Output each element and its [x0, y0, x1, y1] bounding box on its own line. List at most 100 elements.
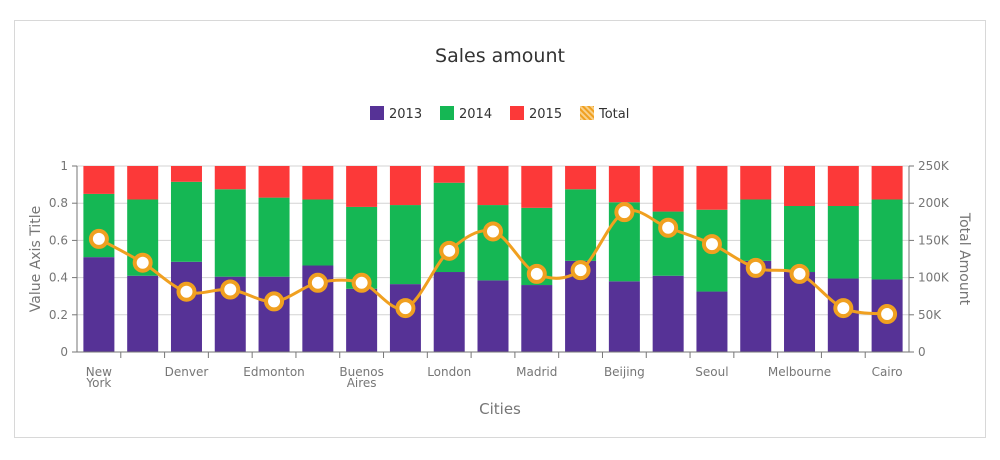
x-tick-label: New	[86, 365, 112, 379]
legend-marker	[580, 106, 594, 120]
bar-2014	[214, 189, 246, 277]
total-point	[351, 272, 372, 293]
legend-marker	[510, 106, 524, 120]
bar-2015	[565, 166, 597, 190]
bar-2013	[170, 261, 202, 352]
y-tick-label: 1	[60, 159, 68, 173]
bar-2014	[258, 197, 290, 277]
bar-2013	[521, 285, 553, 352]
legend-item-2014: 2014	[440, 106, 492, 122]
bar-2015	[302, 166, 334, 200]
bar-2013	[477, 280, 509, 352]
total-point	[483, 221, 503, 242]
bar-2013	[608, 281, 640, 352]
bar-2014	[740, 199, 772, 261]
bar-2014	[565, 189, 597, 261]
legend-item-2013: 2013	[370, 106, 422, 122]
x-axis-title: Cities	[479, 400, 521, 418]
bar-2015	[477, 166, 509, 206]
bar-2014	[871, 199, 903, 280]
bar-2014	[477, 205, 509, 281]
chart-title: Sales amount	[435, 45, 565, 67]
legend-item-2015: 2015	[510, 106, 562, 122]
total-point	[176, 281, 197, 302]
bar-2013	[784, 272, 816, 352]
bar-2015	[784, 166, 816, 206]
bar-2015	[871, 166, 903, 200]
x-tick-label: Melbourne	[768, 365, 831, 379]
bar-2015	[652, 166, 684, 212]
y2-tick-label: 100K	[918, 271, 950, 285]
bar-2015	[83, 166, 115, 194]
y2-tick-label: 200K	[918, 196, 950, 210]
legend-marker	[370, 106, 384, 120]
y-axis-title: Value Axis Title	[28, 206, 44, 312]
total-point	[745, 257, 766, 278]
chart-frame	[14, 20, 986, 438]
legend-marker	[440, 106, 454, 120]
bar-2014	[302, 199, 334, 266]
total-point	[789, 263, 810, 284]
bar-2013	[127, 275, 159, 352]
total-point	[88, 228, 109, 249]
bar-2013	[652, 275, 684, 352]
bar-2015	[827, 166, 859, 206]
legend-item-total: Total	[580, 106, 629, 122]
bar-2015	[346, 166, 378, 207]
bar-2013	[258, 276, 290, 352]
x-tick-label: Madrid	[516, 365, 557, 379]
legend-label: 2015	[529, 107, 562, 122]
y2-tick-label: 50K	[918, 308, 942, 322]
x-tick-label: London	[427, 365, 471, 379]
total-point	[658, 217, 679, 238]
legend-label: 2013	[389, 107, 422, 122]
y-tick-label: 0.2	[49, 308, 68, 322]
bar-2014	[784, 205, 816, 273]
x-tick-label: Edmonton	[243, 365, 305, 379]
total-point	[701, 234, 722, 255]
bar-2015	[170, 166, 202, 182]
y2-tick-label: 150K	[918, 233, 950, 247]
x-tick-label: Seoul	[695, 365, 728, 379]
y2-tick-label: 0	[918, 345, 926, 359]
total-point	[614, 202, 635, 223]
x-tick-label: Beijing	[604, 365, 645, 379]
bar-2015	[389, 166, 421, 206]
total-point	[264, 291, 285, 312]
bar-2013	[346, 288, 378, 352]
bar-2015	[521, 166, 553, 208]
bar-2015	[127, 166, 159, 200]
total-point	[395, 298, 416, 319]
bar-2015	[214, 166, 246, 190]
x-tick-label: Cairo	[872, 365, 903, 379]
y-tick-label: 0.4	[49, 271, 68, 285]
y2-tick-label: 250K	[918, 159, 950, 173]
total-point	[877, 304, 898, 325]
total-point	[526, 263, 547, 284]
bar-2015	[696, 166, 728, 210]
bar-2014	[389, 205, 421, 285]
x-tick-label: Denver	[165, 365, 209, 379]
bar-2015	[608, 166, 640, 203]
y-tick-label: 0.6	[49, 233, 68, 247]
bar-2013	[696, 291, 728, 352]
total-point	[132, 252, 153, 273]
x-tick-label: Aires	[347, 376, 377, 390]
total-point	[570, 260, 591, 281]
total-point	[439, 240, 460, 261]
bar-2014	[827, 205, 859, 279]
legend-label: 2014	[459, 107, 492, 122]
y-tick-label: 0	[60, 345, 68, 359]
x-tick-label: Buenos	[339, 365, 383, 379]
y-tick-label: 0.8	[49, 196, 68, 210]
y2-axis-title: Total Amount	[956, 212, 972, 306]
bar-2015	[433, 166, 465, 183]
total-point	[307, 272, 328, 293]
total-point	[220, 279, 241, 300]
bar-2013	[433, 272, 465, 352]
bar-2015	[258, 166, 290, 198]
legend-label: Total	[598, 107, 629, 122]
bar-2014	[170, 181, 202, 262]
